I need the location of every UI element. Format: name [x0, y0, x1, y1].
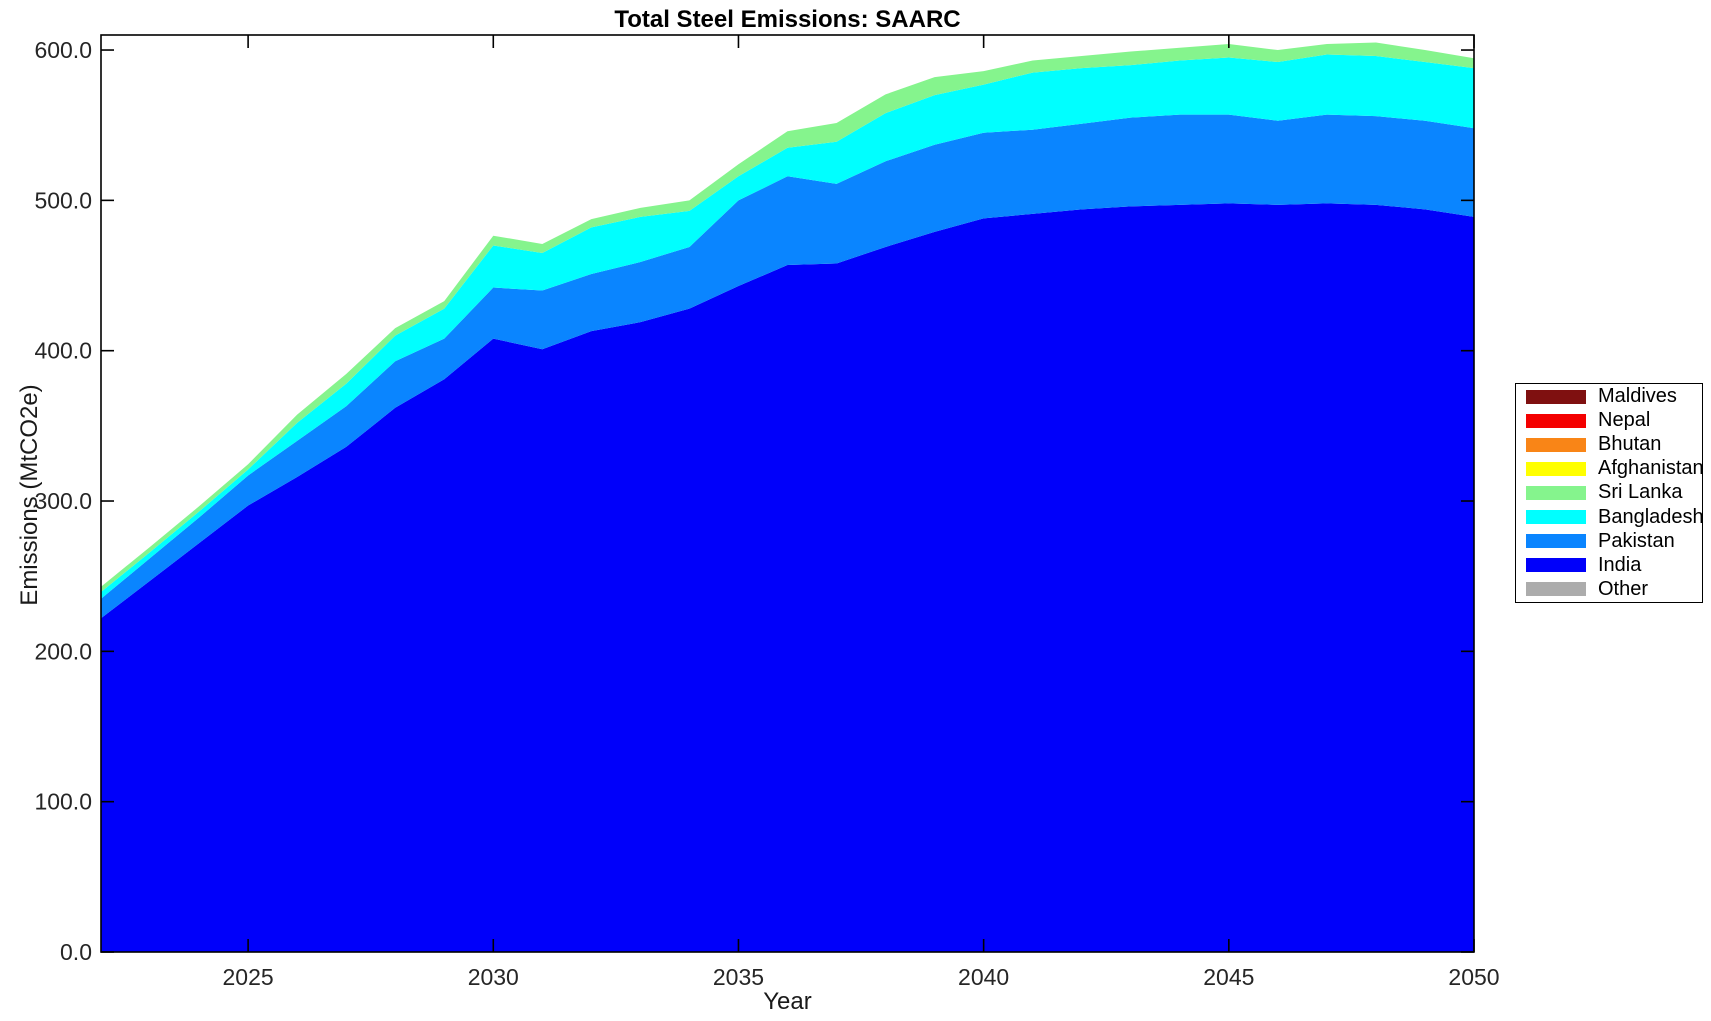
legend-item-sri-lanka: Sri Lanka — [1516, 481, 1702, 504]
x-tick-label: 2025 — [223, 964, 274, 990]
legend-item-other: Other — [1516, 578, 1702, 601]
legend-label: Other — [1598, 577, 1649, 600]
legend-item-bangladesh: Bangladesh — [1516, 505, 1704, 529]
x-axis-label: Year — [763, 988, 812, 1015]
y-tick-label: 400.0 — [34, 338, 92, 364]
legend-swatch-sri-lanka — [1526, 485, 1586, 500]
legend: Maldives Nepal Bhutan Afghanistan Sri Lanka B… — [1515, 383, 1704, 603]
legend-swatch-afghanistan — [1526, 461, 1586, 476]
legend-label: Afghanistan — [1598, 457, 1704, 480]
plot-border — [100, 34, 1475, 953]
legend-item-pakistan: Pakistan — [1516, 530, 1702, 553]
legend-swatch-pakistan — [1526, 534, 1586, 549]
x-tick-label: 2045 — [1203, 964, 1254, 990]
legend-label: Bangladesh — [1598, 505, 1704, 528]
legend-swatch-india — [1526, 558, 1586, 573]
area-bangladesh — [101, 54, 1474, 599]
legend-label: Pakistan — [1598, 529, 1675, 552]
legend-item-bhutan: Bhutan — [1516, 433, 1702, 456]
y-tick-label: 100.0 — [34, 789, 92, 815]
x-tick-label: 2035 — [713, 964, 764, 990]
legend-item-nepal: Nepal — [1516, 409, 1702, 432]
x-tick-label: 2050 — [1448, 964, 1499, 990]
y-tick-label: 600.0 — [34, 37, 92, 63]
x-tick-label: 2040 — [958, 964, 1009, 990]
legend-item-afghanistan: Afghanistan — [1516, 457, 1704, 480]
legend-swatch-bhutan — [1526, 437, 1586, 452]
y-tick-label: 500.0 — [34, 187, 92, 213]
legend-swatch-other — [1526, 582, 1586, 597]
y-axis-label: Emissions (MtCO2e) — [16, 384, 43, 606]
axis-ticks — [101, 35, 1475, 953]
legend-label: India — [1598, 553, 1642, 576]
legend-item-india: India — [1516, 554, 1702, 577]
legend-swatch-nepal — [1526, 413, 1586, 428]
area-india — [101, 203, 1474, 952]
y-tick-label: 0.0 — [60, 939, 92, 965]
legend-label: Sri Lanka — [1598, 481, 1683, 504]
legend-label: Bhutan — [1598, 433, 1662, 456]
legend-label: Nepal — [1598, 409, 1651, 432]
legend-swatch-maldives — [1526, 389, 1586, 404]
y-tick-label: 200.0 — [34, 638, 92, 664]
legend-swatch-bangladesh — [1526, 510, 1586, 525]
legend-item-maldives: Maldives — [1516, 385, 1702, 408]
area-series — [101, 42, 1474, 952]
area-pakistan — [101, 114, 1474, 619]
axis-tick-labels: 2025 2030 2035 2040 2045 2050 0.0 100.0 200.0 300… — [34, 37, 1499, 990]
y-tick-label: 300.0 — [34, 488, 92, 514]
legend-label: Maldives — [1598, 385, 1677, 408]
chart-title: Total Steel Emissions: SAARC — [614, 6, 961, 33]
x-tick-label: 2030 — [468, 964, 519, 990]
